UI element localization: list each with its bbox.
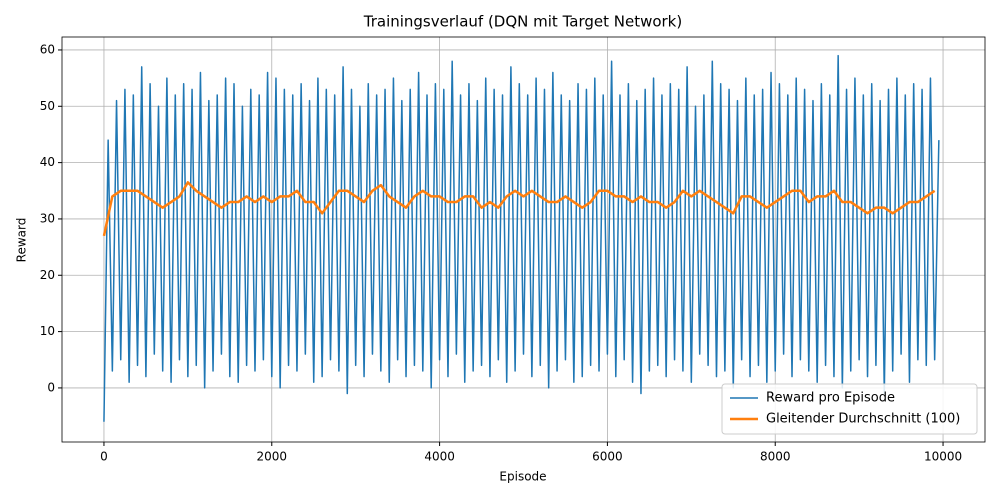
x-axis-label: Episode <box>499 470 546 484</box>
y-tick-label: 60 <box>40 42 55 56</box>
x-tick-label: 6000 <box>592 450 623 464</box>
x-tick-label: 4000 <box>424 450 455 464</box>
plot-frame <box>61 36 986 443</box>
y-axis-label: Reward <box>15 218 29 263</box>
y-tick-label: 40 <box>40 155 55 169</box>
x-tick-label: 8000 <box>760 450 791 464</box>
chart-title: Trainingsverlauf (DQN mit Target Network… <box>363 13 682 31</box>
series-line <box>103 54 940 422</box>
legend-box <box>721 383 978 435</box>
y-tick-label: 30 <box>40 211 55 225</box>
x-tick-label: 2000 <box>256 450 287 464</box>
legend-label: Gleitender Durchschnitt (100) <box>766 412 960 427</box>
series-line <box>102 181 936 237</box>
y-tick-label: 20 <box>40 268 55 282</box>
y-tick-label: 10 <box>40 324 55 338</box>
x-tick-label: 10000 <box>924 450 962 464</box>
y-tick-label: 50 <box>40 99 55 113</box>
y-tick-label: 0 <box>47 380 55 394</box>
legend-label: Reward pro Episode <box>766 391 895 406</box>
x-tick-label: 0 <box>100 450 108 464</box>
